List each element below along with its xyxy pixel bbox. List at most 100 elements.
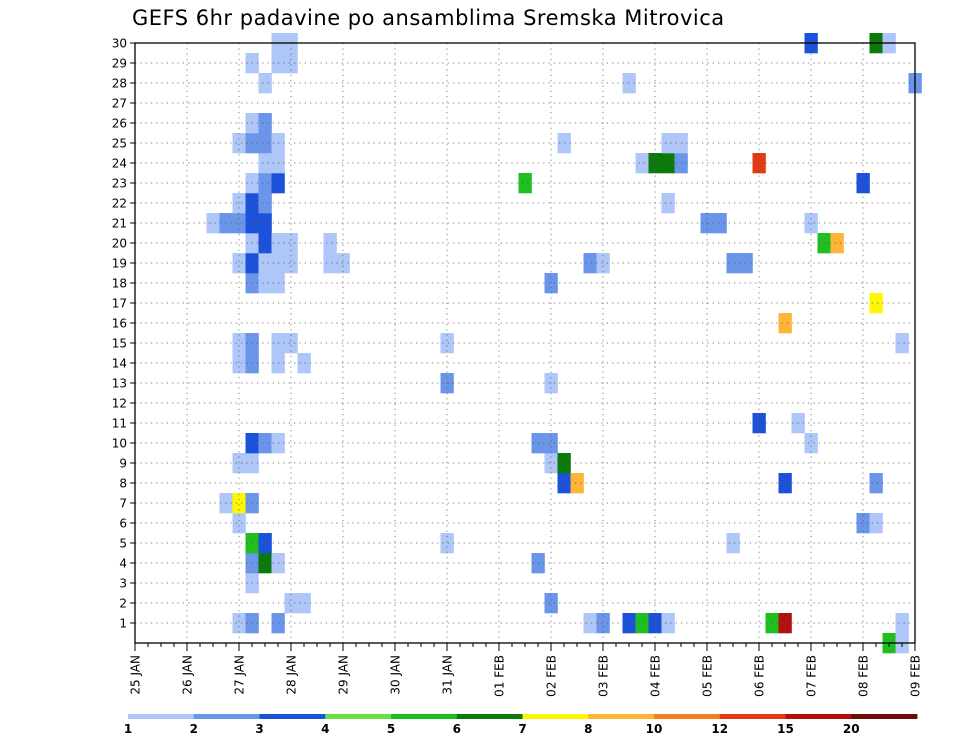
precip-cell <box>661 613 675 634</box>
precip-cell <box>778 613 792 634</box>
precip-cell <box>258 113 272 134</box>
x-tick-label: 01 FEB <box>493 655 507 697</box>
legend-label: 20 <box>843 722 860 736</box>
x-tick-label: 25 JAN <box>129 655 143 695</box>
y-tick-label: 23 <box>112 177 127 191</box>
x-tick-label: 30 JAN <box>389 655 403 695</box>
precip-cell <box>336 253 350 274</box>
precip-cell <box>232 213 246 234</box>
precip-cell <box>232 453 246 474</box>
y-tick-label: 5 <box>119 537 127 551</box>
precip-cell <box>557 473 571 494</box>
legend-label: 4 <box>321 722 329 736</box>
y-tick-label: 14 <box>112 357 127 371</box>
y-tick-label: 30 <box>112 37 127 51</box>
precip-cell <box>869 293 883 314</box>
x-tick-label: 09 FEB <box>909 655 923 697</box>
precip-cell <box>258 273 272 294</box>
precip-cell <box>297 593 311 614</box>
y-tick-label: 18 <box>112 277 127 291</box>
precip-cell <box>232 333 246 354</box>
precip-cell <box>635 153 649 174</box>
y-tick-label: 6 <box>119 517 127 531</box>
y-tick-label: 16 <box>112 317 127 331</box>
precip-cell <box>232 513 246 534</box>
y-tick-label: 19 <box>112 257 127 271</box>
precip-cell <box>258 233 272 254</box>
precip-cell <box>544 593 558 614</box>
precip-cell <box>284 53 298 74</box>
precip-cell <box>206 213 220 234</box>
y-tick-label: 2 <box>119 597 127 611</box>
legend-swatch <box>654 714 721 719</box>
y-tick-label: 11 <box>112 417 127 431</box>
legend-label: 10 <box>646 722 663 736</box>
precip-cell <box>583 253 597 274</box>
precip-cell <box>635 613 649 634</box>
precip-cell <box>258 173 272 194</box>
precip-cell <box>557 453 571 474</box>
precip-cell <box>232 353 246 374</box>
x-tick-label: 27 JAN <box>233 655 247 695</box>
x-tick-label: 04 FEB <box>649 655 663 697</box>
precip-cell <box>739 253 753 274</box>
legend-swatch <box>588 714 655 719</box>
precip-cell <box>804 213 818 234</box>
y-tick-label: 20 <box>112 237 127 251</box>
y-tick-label: 22 <box>112 197 127 211</box>
legend-label: 5 <box>387 722 395 736</box>
legend-swatch <box>193 714 260 719</box>
legend-swatch <box>785 714 852 719</box>
x-tick-label: 28 JAN <box>285 655 299 695</box>
precip-cell <box>778 313 792 334</box>
precip-cell <box>258 433 272 454</box>
precip-cell <box>583 613 597 634</box>
y-tick-label: 29 <box>112 57 127 71</box>
legend-label: 7 <box>518 722 526 736</box>
precip-cell <box>284 233 298 254</box>
precip-cell <box>726 533 740 554</box>
precip-cell <box>544 433 558 454</box>
y-tick-label: 13 <box>112 377 127 391</box>
precip-cell <box>804 433 818 454</box>
precip-cell <box>752 153 766 174</box>
legend-label: 15 <box>777 722 794 736</box>
precip-cell <box>869 473 883 494</box>
heatmap-cells <box>206 33 922 654</box>
precip-cell <box>895 613 909 634</box>
precip-cell <box>895 333 909 354</box>
x-tick-label: 31 JAN <box>441 655 455 695</box>
precip-cell <box>518 173 532 194</box>
x-tick-label: 06 FEB <box>753 655 767 697</box>
precip-cell <box>258 253 272 274</box>
precip-cell <box>323 233 337 254</box>
precip-cell <box>232 253 246 274</box>
precip-cell <box>297 353 311 374</box>
precip-cell <box>258 133 272 154</box>
legend-swatch <box>391 714 458 719</box>
precip-cell <box>596 253 610 274</box>
precip-cell <box>284 593 298 614</box>
precip-cell <box>856 173 870 194</box>
color-legend: 1 2 3 4 5 6 7 8 10 12 15 20 <box>124 714 918 736</box>
precip-cell <box>830 233 844 254</box>
precip-cell <box>778 473 792 494</box>
precip-cell <box>661 133 675 154</box>
legend-label: 8 <box>584 722 592 736</box>
y-tick-label: 3 <box>119 577 127 591</box>
precip-cell <box>258 553 272 574</box>
precip-cell <box>752 413 766 434</box>
precip-cell <box>713 213 727 234</box>
y-tick-label: 10 <box>112 437 127 451</box>
precip-cell <box>557 133 571 154</box>
legend-label: 1 <box>124 722 132 736</box>
precip-cell <box>570 473 584 494</box>
precip-cell <box>232 493 246 514</box>
legend-swatch <box>719 714 786 719</box>
y-tick-label: 7 <box>119 497 127 511</box>
precip-cell <box>232 613 246 634</box>
precip-cell <box>596 613 610 634</box>
y-tick-label: 27 <box>112 97 127 111</box>
legend-swatch <box>128 714 195 719</box>
